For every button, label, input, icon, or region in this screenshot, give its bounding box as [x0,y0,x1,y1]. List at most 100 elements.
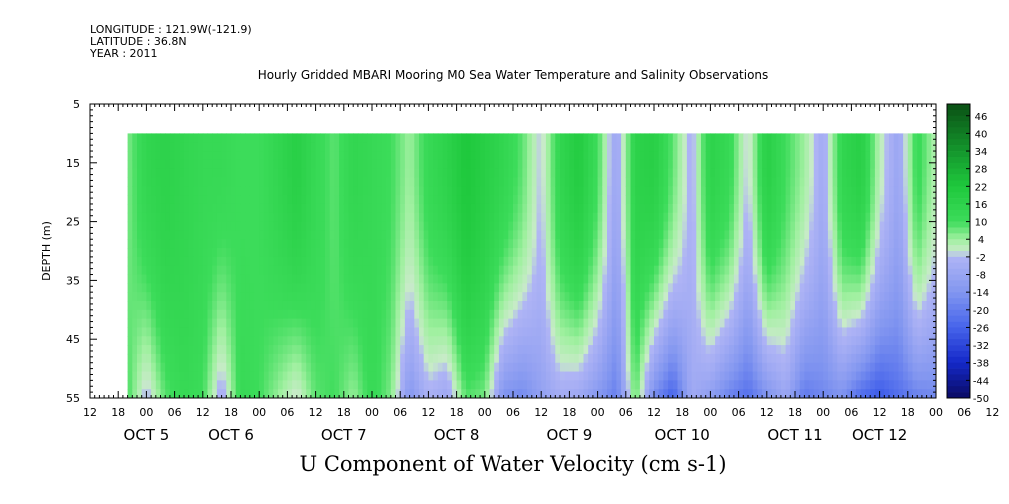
heatmap-cell [658,221,664,232]
heatmap-cell [259,292,265,302]
heatmap-cell [268,389,274,398]
heatmap-cell [823,345,829,355]
heatmap-cell [564,168,570,179]
heatmap-cell [207,203,213,214]
heatmap-cell [611,300,617,311]
heatmap-cell [179,389,185,398]
heatmap-cell [137,151,143,161]
heatmap-cell [306,212,312,223]
heatmap-cell [846,256,852,267]
heatmap-cell [527,327,533,337]
heatmap-cell [419,186,425,196]
heatmap-cell [461,318,467,329]
heatmap-cell [480,168,486,179]
heatmap-cell [381,353,387,364]
heatmap-cell [451,133,458,143]
heatmap-cell [898,151,904,161]
heatmap-cell [837,256,843,267]
heatmap-cell [771,168,777,179]
heatmap-cell [686,300,693,311]
heatmap-cell [461,168,467,179]
heatmap-cell [315,186,321,196]
heatmap-cell [202,239,209,249]
heatmap-cell [278,168,284,179]
heatmap-cell [790,142,796,152]
heatmap-cell [564,133,570,143]
heatmap-cell [658,327,664,337]
heatmap-cell [198,230,204,240]
heatmap-cell [216,142,223,152]
heatmap-cell [766,239,773,249]
heatmap-cell [315,159,321,170]
heatmap-cell [578,300,585,311]
heatmap-cell [555,221,561,232]
heatmap-cell [475,380,481,390]
heatmap-cell [174,274,180,284]
heatmap-cell [588,327,594,337]
heatmap-cell [456,151,462,161]
heatmap-cell [672,309,679,320]
heatmap-cell [607,221,613,232]
heatmap-cell [813,239,820,249]
heatmap-cell [672,345,679,355]
heatmap-cell [851,380,857,390]
heatmap-cell [686,265,693,276]
heatmap-cell [447,168,453,179]
heatmap-cell [804,327,810,337]
heatmap-cell [254,177,260,187]
heatmap-cell [780,389,787,398]
heatmap-cell [409,362,415,373]
heatmap-cell [790,221,796,232]
heatmap-cell [193,186,199,196]
heatmap-cell [870,186,876,196]
heatmap-cell [461,327,467,337]
heatmap-cell [263,248,270,258]
heatmap-cell [818,230,824,240]
heatmap-cell [395,292,401,302]
heatmap-cell [724,195,730,205]
heatmap-cell [780,195,787,205]
heatmap-cell [644,265,650,276]
heatmap-cell [334,380,340,390]
heatmap-cell [729,168,735,179]
heatmap-cell [169,212,176,223]
heatmap-cell [668,203,674,214]
heatmap-cell [287,177,293,187]
heatmap-cell [874,274,881,284]
heatmap-cell [334,230,340,240]
heatmap-cell [235,221,241,232]
heatmap-cell [456,283,462,293]
heatmap-cell [696,283,702,293]
heatmap-cell [268,309,274,320]
heatmap-cell [193,274,199,284]
heatmap-cell [395,195,401,205]
heatmap-cell [541,318,547,329]
heatmap-cell [705,353,711,364]
heatmap-cell [762,336,768,346]
heatmap-cell [771,371,777,381]
heatmap-cell [137,230,143,240]
heatmap-cell [846,292,852,302]
heatmap-cell [701,203,707,214]
heatmap-cell [860,159,867,170]
heatmap-cell [249,221,256,232]
heatmap-cell [216,371,223,381]
heatmap-cell [569,292,575,302]
heatmap-cell [607,230,613,240]
heatmap-cell [790,283,796,293]
heatmap-cell [560,380,566,390]
heatmap-cell [245,327,251,337]
heatmap-cell [508,380,514,390]
heatmap-cell [221,248,227,258]
heatmap-cell [362,212,368,223]
heatmap-cell [395,159,401,170]
heatmap-cell [400,133,406,143]
heatmap-cell [531,212,538,223]
heatmap-cell [832,151,838,161]
heatmap-cell [527,283,533,293]
heatmap-cell [785,195,791,205]
heatmap-cell [484,221,491,232]
heatmap-cell [193,389,199,398]
heatmap-cell [827,380,834,390]
heatmap-cell [480,195,486,205]
